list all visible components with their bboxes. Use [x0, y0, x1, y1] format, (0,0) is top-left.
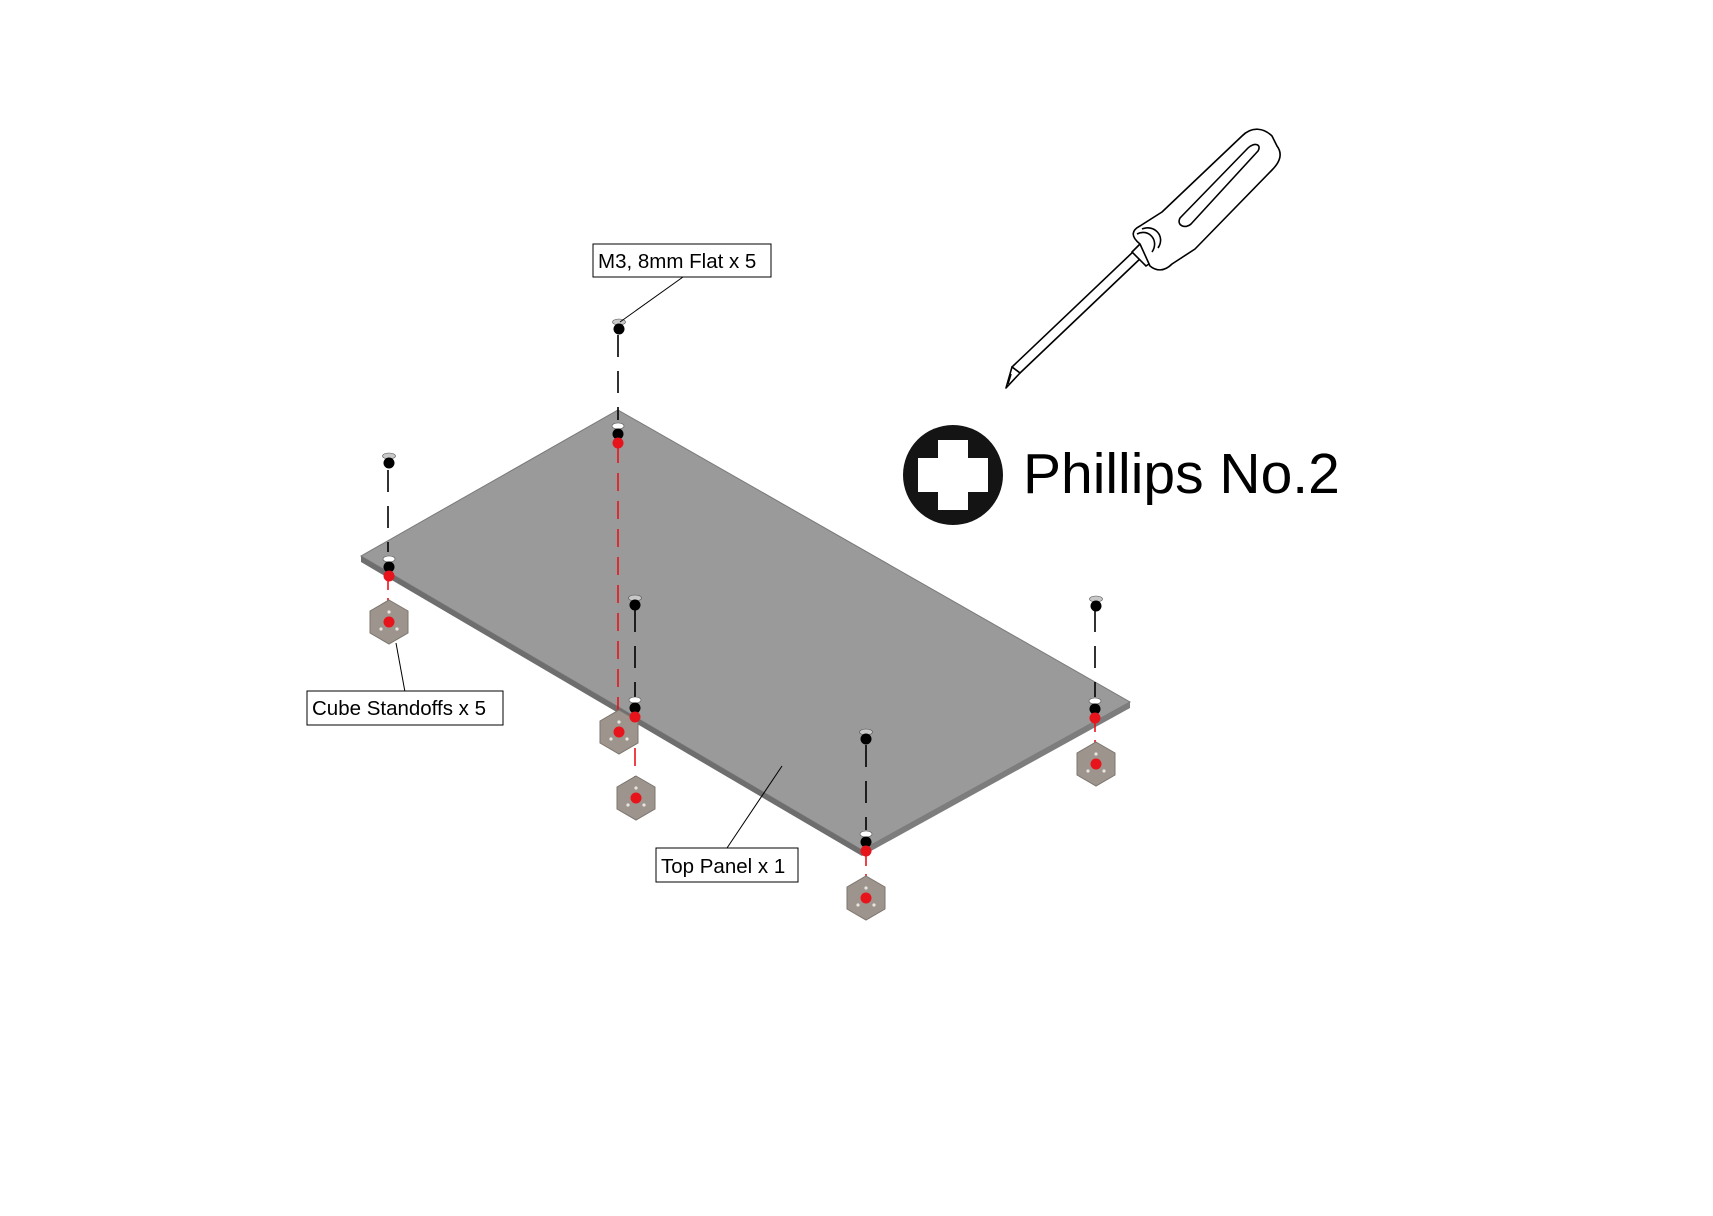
standoff [369, 599, 409, 645]
callout-standoffs: Cube Standoffs x 5 [306, 642, 504, 726]
panel-hole [611, 422, 625, 449]
panel-hole [628, 696, 642, 723]
screw [859, 728, 873, 745]
standoff [1076, 741, 1116, 787]
standoff [599, 709, 639, 755]
standoffs [369, 599, 1116, 921]
panel-hole [382, 555, 396, 582]
panel-hole [1088, 697, 1102, 724]
callout-screws-label: M3, 8mm Flat x 5 [598, 250, 756, 273]
callout-panel: Top Panel x 1 [655, 765, 799, 883]
top-panel [360, 409, 1132, 856]
screw [382, 452, 396, 469]
screw [628, 594, 642, 611]
callout-panel-label: Top Panel x 1 [661, 855, 785, 878]
screwdriver-icon [1005, 128, 1281, 389]
callout-screws: M3, 8mm Flat x 5 [592, 243, 772, 323]
phillips-head-icon [903, 425, 1003, 525]
standoff [846, 875, 886, 921]
panel-hole [859, 830, 873, 857]
screws [382, 318, 1103, 745]
callout-standoffs-label: Cube Standoffs x 5 [312, 697, 486, 720]
tool-label: Phillips No.2 [1023, 442, 1340, 506]
standoff [616, 775, 656, 821]
panel-holes [382, 422, 1102, 857]
screw [612, 318, 626, 335]
screw [1089, 595, 1103, 612]
